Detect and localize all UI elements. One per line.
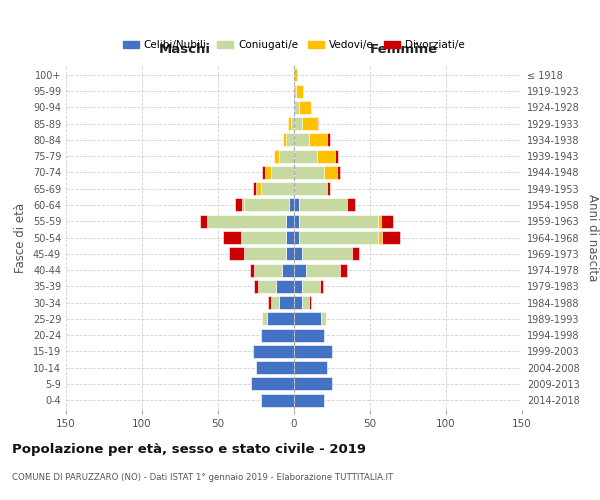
Bar bbox=[309, 134, 328, 146]
Bar bbox=[294, 101, 299, 114]
Bar bbox=[257, 280, 276, 293]
Bar bbox=[299, 101, 311, 114]
Bar bbox=[253, 345, 294, 358]
Bar bbox=[288, 117, 291, 130]
Bar bbox=[294, 84, 296, 98]
Bar bbox=[337, 166, 340, 179]
Bar bbox=[223, 231, 241, 244]
Bar bbox=[294, 150, 317, 162]
Bar bbox=[325, 166, 337, 179]
Bar bbox=[377, 231, 382, 244]
Bar bbox=[294, 182, 328, 195]
Bar bbox=[242, 198, 244, 211]
Bar bbox=[256, 182, 260, 195]
Text: Popolazione per età, sesso e stato civile - 2019: Popolazione per età, sesso e stato civil… bbox=[12, 442, 366, 456]
Y-axis label: Fasce di età: Fasce di età bbox=[14, 202, 27, 272]
Bar bbox=[286, 214, 294, 228]
Bar bbox=[254, 264, 282, 276]
Bar bbox=[294, 328, 325, 342]
Bar bbox=[294, 312, 322, 326]
Text: Maschi: Maschi bbox=[158, 44, 211, 57]
Bar bbox=[328, 134, 331, 146]
Bar bbox=[317, 117, 319, 130]
Bar bbox=[286, 248, 294, 260]
Bar bbox=[340, 264, 347, 276]
Bar bbox=[302, 280, 320, 293]
Bar bbox=[294, 68, 297, 82]
Bar bbox=[254, 280, 257, 293]
Bar bbox=[241, 231, 286, 244]
Bar bbox=[294, 166, 325, 179]
Bar bbox=[320, 280, 323, 293]
Legend: Celibi/Nubili, Coniugati/e, Vedovi/e, Divorziati/e: Celibi/Nubili, Coniugati/e, Vedovi/e, Di… bbox=[119, 36, 469, 54]
Bar bbox=[380, 214, 393, 228]
Bar bbox=[253, 182, 256, 195]
Bar bbox=[260, 182, 294, 195]
Bar bbox=[294, 296, 302, 309]
Bar bbox=[328, 182, 331, 195]
Bar bbox=[200, 214, 208, 228]
Bar bbox=[262, 166, 265, 179]
Bar bbox=[283, 134, 286, 146]
Bar bbox=[294, 361, 328, 374]
Bar bbox=[322, 312, 326, 326]
Bar bbox=[244, 248, 286, 260]
Bar bbox=[294, 134, 309, 146]
Bar bbox=[208, 214, 286, 228]
Y-axis label: Anni di nascita: Anni di nascita bbox=[586, 194, 599, 281]
Bar bbox=[294, 248, 302, 260]
Bar bbox=[235, 198, 242, 211]
Bar bbox=[377, 214, 380, 228]
Bar bbox=[299, 231, 377, 244]
Bar bbox=[294, 264, 306, 276]
Bar bbox=[271, 166, 294, 179]
Bar bbox=[256, 361, 294, 374]
Bar bbox=[294, 378, 332, 390]
Bar bbox=[347, 198, 355, 211]
Bar bbox=[265, 166, 271, 179]
Bar bbox=[299, 214, 377, 228]
Bar bbox=[268, 296, 271, 309]
Bar bbox=[302, 248, 352, 260]
Bar bbox=[302, 296, 309, 309]
Bar bbox=[296, 84, 303, 98]
Bar bbox=[262, 312, 266, 326]
Bar bbox=[294, 394, 325, 406]
Bar bbox=[335, 150, 338, 162]
Bar bbox=[279, 150, 294, 162]
Bar bbox=[286, 134, 294, 146]
Bar bbox=[294, 280, 302, 293]
Bar bbox=[282, 264, 294, 276]
Bar bbox=[302, 117, 317, 130]
Bar bbox=[317, 150, 335, 162]
Bar bbox=[260, 328, 294, 342]
Bar bbox=[294, 231, 299, 244]
Bar bbox=[250, 264, 254, 276]
Bar bbox=[279, 296, 294, 309]
Bar bbox=[306, 264, 340, 276]
Bar bbox=[286, 231, 294, 244]
Bar bbox=[299, 198, 347, 211]
Bar bbox=[251, 378, 294, 390]
Bar bbox=[294, 345, 332, 358]
Bar bbox=[229, 248, 244, 260]
Text: COMUNE DI PARUZZARO (NO) - Dati ISTAT 1° gennaio 2019 - Elaborazione TUTTITALIA.: COMUNE DI PARUZZARO (NO) - Dati ISTAT 1°… bbox=[12, 472, 393, 482]
Bar bbox=[294, 117, 302, 130]
Bar bbox=[352, 248, 359, 260]
Bar bbox=[260, 394, 294, 406]
Bar bbox=[309, 296, 311, 309]
Text: Femmine: Femmine bbox=[370, 44, 437, 57]
Bar bbox=[289, 198, 294, 211]
Bar bbox=[244, 198, 289, 211]
Bar bbox=[276, 280, 294, 293]
Bar bbox=[266, 312, 294, 326]
Bar bbox=[294, 214, 299, 228]
Bar bbox=[294, 198, 299, 211]
Bar bbox=[291, 117, 294, 130]
Bar bbox=[271, 296, 279, 309]
Bar bbox=[274, 150, 279, 162]
Bar bbox=[382, 231, 400, 244]
